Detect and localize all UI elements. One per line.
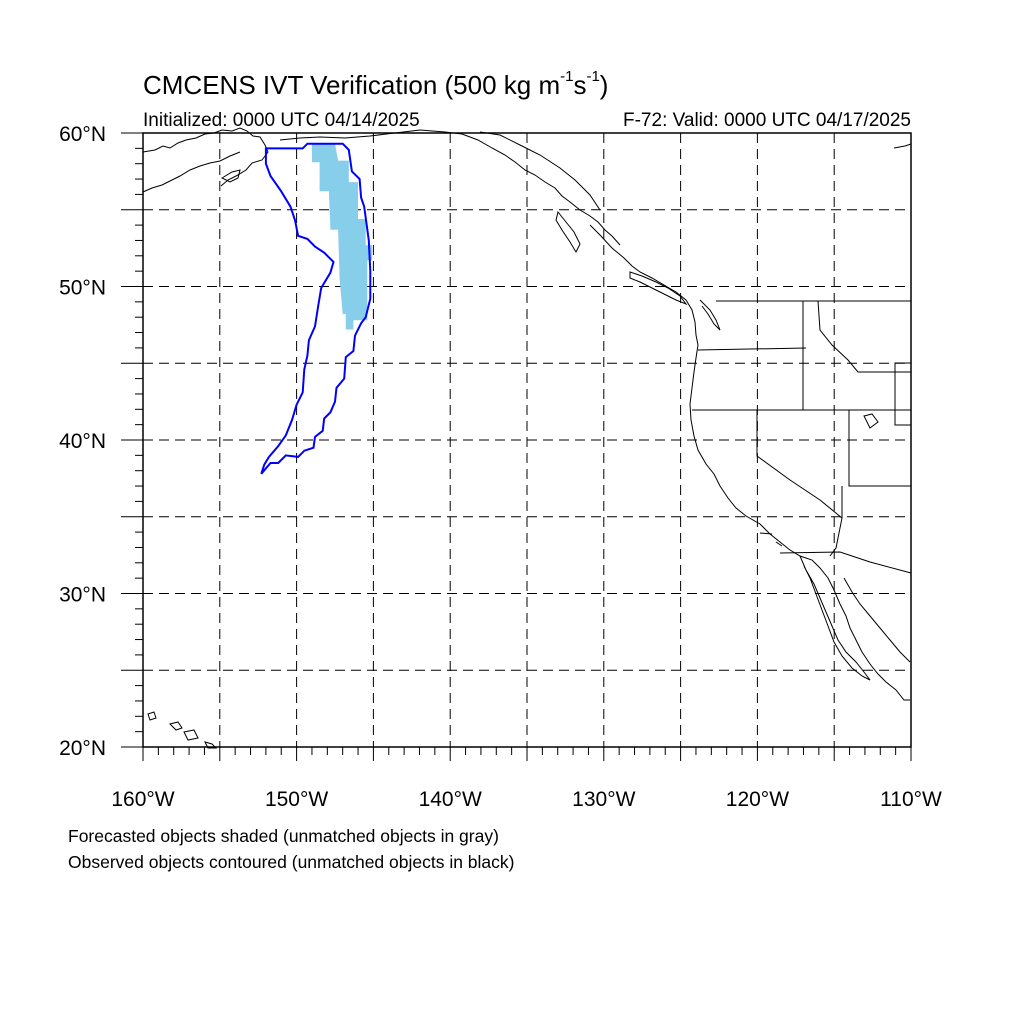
forecast-object-shaded	[312, 143, 372, 330]
baja-california	[799, 555, 871, 681]
vancouver-island	[629, 271, 688, 306]
latitude-labels: 20°N 30°N 40°N 50°N 60°N	[59, 123, 106, 760]
legend-note-forecast: Forecasted objects shaded (unmatched obj…	[68, 826, 499, 846]
lat-tick-label: 20°N	[59, 737, 106, 760]
california-nevada	[756, 410, 843, 519]
great-salt-lake	[863, 413, 879, 429]
hawaii-2	[169, 721, 183, 731]
initialized-time: Initialized: 0000 UTC 04/14/2025	[143, 110, 420, 131]
lon-tick-label: 110°W	[880, 788, 942, 811]
lon-tick-label: 150°W	[265, 788, 328, 811]
axis-ticks	[121, 132, 912, 761]
lat-tick-label: 40°N	[59, 430, 106, 453]
lon-tick-label: 160°W	[111, 788, 174, 811]
lon-tick-label: 130°W	[572, 788, 635, 811]
puget-sound	[699, 299, 721, 331]
hawaii-4	[204, 741, 218, 749]
legend-note-observed: Observed objects contoured (unmatched ob…	[68, 852, 515, 872]
kodiak-island	[220, 169, 241, 183]
observed-object-contour	[260, 142, 372, 475]
graticule-grid	[143, 133, 911, 747]
lat-tick-label: 60°N	[59, 123, 106, 146]
hawaii-3	[183, 729, 199, 741]
longitude-labels: 160°W 150°W 140°W 130°W 120°W 110°W	[111, 788, 942, 811]
alaska-peninsula	[142, 151, 241, 193]
oregon-north	[697, 347, 807, 351]
channel-islands	[759, 532, 783, 547]
lon-tick-label: 140°W	[419, 788, 482, 811]
hawaii-1	[147, 711, 157, 721]
montana-idaho	[817, 300, 911, 373]
chart-title: CMCENS IVT Verification (500 kg m-1s-1)	[143, 68, 609, 100]
mexico-coast	[843, 577, 911, 663]
nevada-east	[848, 410, 911, 487]
bc-coast	[589, 224, 699, 346]
us-mexico-border	[779, 551, 912, 574]
lat-tick-label: 50°N	[59, 277, 106, 300]
alaska-panhandle	[479, 131, 601, 211]
arizona-west	[829, 486, 843, 557]
alaska-gulf-coast	[279, 129, 621, 246]
coastlines-and-borders	[142, 127, 912, 749]
us-west-coast	[689, 344, 910, 701]
alaska-coast	[142, 127, 269, 187]
lon-tick-label: 120°W	[726, 788, 789, 811]
lat-tick-label: 30°N	[59, 584, 106, 607]
valid-time: F-72: Valid: 0000 UTC 04/17/2025	[623, 110, 911, 131]
arctic-coast-right	[893, 143, 912, 149]
haida-gwaii	[555, 210, 581, 254]
